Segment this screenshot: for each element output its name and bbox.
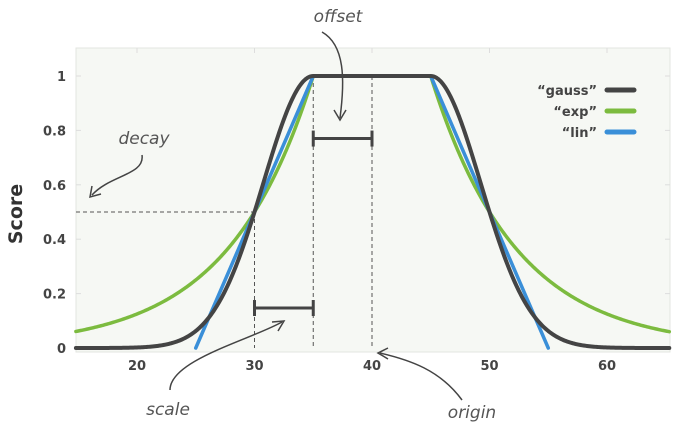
scale-annotation: scale (146, 400, 190, 420)
offset-annotation: offset (314, 7, 364, 27)
legend-label: “exp” (553, 105, 597, 120)
x-tick-label: 20 (128, 359, 146, 374)
decay-annotation: decay (118, 129, 170, 149)
y-tick-label: 0 (57, 342, 66, 357)
y-tick-label: 0.8 (43, 124, 66, 139)
decay-arrow-icon (91, 154, 143, 196)
scale-arrowhead-icon (271, 320, 286, 332)
x-tick-label: 60 (598, 359, 616, 374)
plot-area (75, 47, 671, 353)
legend-label: “lin” (562, 126, 597, 141)
origin-arrowhead-icon (376, 347, 389, 360)
legend-label: “gauss” (537, 84, 597, 99)
y-tick-label: 0.2 (43, 288, 66, 303)
y-tick-label: 0.4 (43, 233, 66, 248)
gauss-series-line (73, 74, 672, 350)
y-tick-label: 1 (57, 70, 66, 85)
scale-arrow-icon (169, 321, 283, 391)
origin-annotation: origin (448, 403, 496, 423)
origin-arrow-icon (379, 352, 463, 401)
x-tick-label: 30 (245, 359, 263, 374)
x-tick-label: 50 (480, 359, 498, 374)
decay-arrowhead-icon (89, 185, 102, 199)
offset-arrow-icon (321, 31, 344, 119)
x-tick-label: 40 (363, 359, 381, 374)
y-axis-label: Score (5, 184, 27, 244)
y-tick-label: 0.6 (43, 179, 66, 194)
offset-arrowhead-icon (333, 109, 347, 122)
